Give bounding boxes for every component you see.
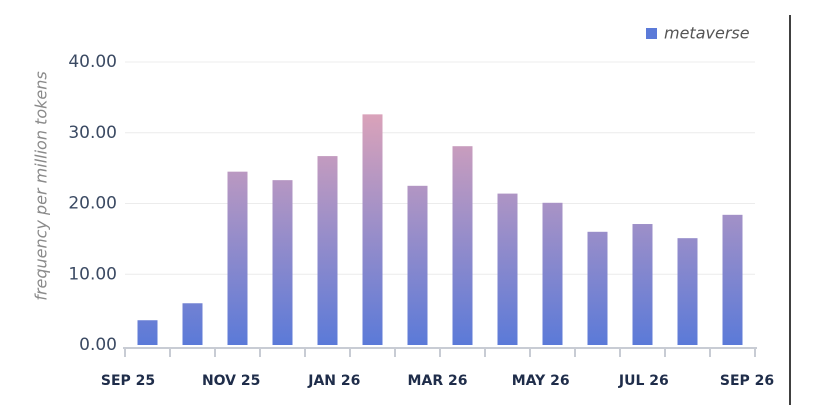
- legend-label: metaverse: [664, 24, 750, 43]
- bar: [137, 320, 158, 345]
- x-tick-label: MAY 26: [512, 373, 570, 389]
- bar: [632, 224, 653, 345]
- bar: [227, 171, 248, 345]
- bar: [182, 303, 203, 345]
- x-tick-label: MAR 26: [408, 373, 468, 389]
- y-tick-label: 40.00: [68, 52, 117, 72]
- bar: [272, 180, 293, 345]
- x-tick-label: SEP 26: [720, 373, 774, 389]
- bar: [497, 193, 518, 345]
- bar: [362, 114, 383, 345]
- bar: [452, 146, 473, 345]
- x-tick-label: NOV 25: [202, 373, 260, 389]
- x-tick-label: JUL 26: [618, 373, 669, 389]
- x-tick-label: JAN 26: [307, 373, 360, 389]
- bar: [317, 156, 338, 345]
- bar: [407, 185, 428, 345]
- y-tick-label: 10.00: [68, 264, 117, 284]
- y-tick-label: 20.00: [68, 194, 117, 214]
- bar: [542, 202, 563, 345]
- y-tick-label: 30.00: [68, 123, 117, 143]
- y-axis-label: frequency per million tokens: [32, 71, 51, 300]
- bar: [587, 231, 608, 345]
- bar: [722, 214, 743, 345]
- legend-swatch: [646, 28, 657, 39]
- y-tick-label: 0.00: [79, 335, 117, 355]
- bar: [677, 238, 698, 345]
- x-tick-label: SEP 25: [101, 373, 155, 389]
